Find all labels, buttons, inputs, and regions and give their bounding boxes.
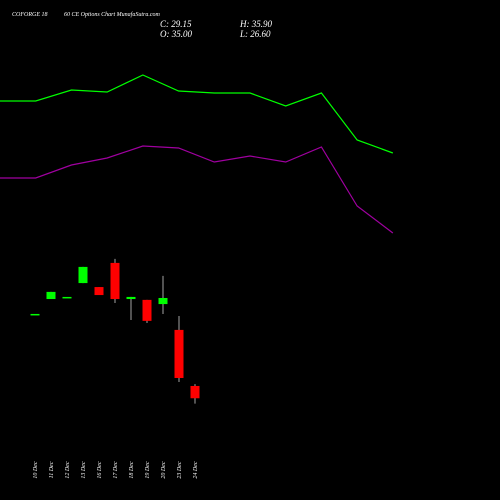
x-tick-label: 23 Dec — [177, 461, 183, 478]
x-tick-label: 18 Dec — [129, 461, 135, 478]
x-tick-label: 19 Dec — [145, 461, 151, 478]
low-label: L: 26.60 — [239, 29, 271, 39]
candle-body — [110, 262, 120, 300]
x-tick-label: 17 Dec — [113, 461, 119, 478]
line-series — [0, 74, 394, 154]
open-label: O: 35.00 — [160, 29, 192, 39]
line-series — [0, 145, 394, 234]
candle-body — [78, 266, 88, 284]
chart-subtitle: 60 CE Options Chart MunafaSutra.com — [64, 11, 161, 18]
candle-body — [30, 313, 40, 316]
candle-body — [126, 296, 136, 300]
candle-body — [158, 297, 168, 305]
candle-body — [190, 385, 200, 399]
x-tick-label: 24 Dec — [192, 461, 199, 478]
candle-body — [62, 296, 72, 299]
close-label: C: 29.15 — [160, 19, 192, 29]
high-label: H: 35.90 — [239, 19, 272, 29]
x-tick-label: 20 Dec — [161, 461, 167, 478]
x-tick-label: 12 Dec — [65, 461, 71, 478]
candle-body — [94, 287, 104, 296]
x-tick-label: 16 Dec — [97, 461, 103, 478]
candle-body — [46, 291, 56, 300]
chart-title: COFORGE 18 — [12, 12, 48, 18]
x-tick-label: 11 Dec — [49, 461, 55, 478]
candle-body — [174, 329, 184, 378]
x-tick-label: 10 Dec — [33, 461, 39, 478]
candle-body — [142, 299, 152, 321]
x-tick-label: 13 Dec — [81, 461, 87, 478]
